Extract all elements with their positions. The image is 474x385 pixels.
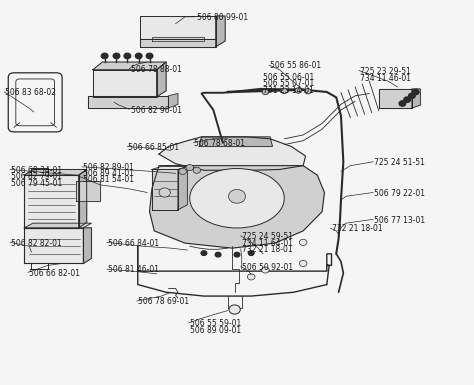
Polygon shape: [159, 137, 306, 170]
Circle shape: [409, 93, 415, 99]
Polygon shape: [168, 94, 178, 108]
Text: 506 78 68-01: 506 78 68-01: [194, 139, 246, 148]
Polygon shape: [83, 228, 91, 263]
Polygon shape: [412, 89, 420, 108]
Text: 506 55 59-01: 506 55 59-01: [190, 319, 241, 328]
Text: 506 82 79-01: 506 82 79-01: [11, 172, 62, 181]
Text: 725 24 59-51: 725 24 59-51: [242, 232, 293, 241]
Circle shape: [201, 251, 207, 255]
Circle shape: [215, 252, 221, 257]
Text: 725 24 51-51: 725 24 51-51: [374, 158, 425, 167]
Circle shape: [179, 168, 186, 174]
Circle shape: [113, 53, 120, 59]
Text: 506 81 46-01: 506 81 46-01: [109, 266, 159, 275]
Circle shape: [228, 189, 246, 203]
Text: 506 66 82-01: 506 66 82-01: [29, 269, 80, 278]
Polygon shape: [152, 37, 204, 41]
Text: 506 81 54-01: 506 81 54-01: [83, 175, 135, 184]
Circle shape: [101, 53, 108, 59]
Polygon shape: [140, 39, 216, 47]
Polygon shape: [24, 223, 91, 228]
Text: 506 66 84-01: 506 66 84-01: [109, 239, 160, 248]
Circle shape: [234, 252, 240, 257]
Text: 506 89 09-01: 506 89 09-01: [190, 326, 241, 335]
Text: 732 21 18-01: 732 21 18-01: [331, 224, 382, 233]
Polygon shape: [199, 137, 273, 146]
Polygon shape: [152, 169, 178, 210]
Circle shape: [229, 305, 240, 314]
Polygon shape: [79, 169, 87, 228]
Polygon shape: [216, 16, 225, 47]
Text: 506 68 34-01: 506 68 34-01: [11, 166, 62, 175]
Circle shape: [159, 188, 170, 197]
Text: 506 82 82-01: 506 82 82-01: [11, 239, 62, 248]
Polygon shape: [88, 96, 168, 108]
Polygon shape: [379, 89, 412, 108]
Circle shape: [186, 164, 193, 171]
Text: 506 55 07-01: 506 55 07-01: [263, 79, 314, 89]
Text: 506 78 69-01: 506 78 69-01: [138, 297, 189, 306]
Text: 506 89 41-01: 506 89 41-01: [83, 169, 135, 178]
Text: 734 11 64-01: 734 11 64-01: [242, 239, 293, 248]
Text: 506 77 13-01: 506 77 13-01: [374, 216, 425, 224]
Polygon shape: [24, 175, 79, 228]
Circle shape: [412, 89, 419, 95]
Text: 506 66 85-01: 506 66 85-01: [128, 143, 180, 152]
Text: 506 78 88-01: 506 78 88-01: [131, 65, 182, 74]
Polygon shape: [156, 62, 166, 97]
Circle shape: [404, 97, 410, 102]
Circle shape: [193, 167, 201, 173]
Circle shape: [399, 101, 406, 106]
Text: 506 55 06-01: 506 55 06-01: [263, 73, 314, 82]
Text: 506 55 86-01: 506 55 86-01: [270, 62, 321, 70]
Polygon shape: [178, 166, 187, 210]
Polygon shape: [24, 169, 87, 175]
Polygon shape: [140, 16, 216, 39]
Text: 506 83 68-02: 506 83 68-02: [5, 88, 56, 97]
Circle shape: [146, 53, 153, 59]
Circle shape: [136, 53, 142, 59]
Text: 506 80 99-01: 506 80 99-01: [197, 13, 248, 22]
Text: 732 21 18-01: 732 21 18-01: [242, 245, 292, 254]
Text: 506 82 96-01: 506 82 96-01: [131, 105, 182, 114]
Polygon shape: [76, 181, 100, 201]
Text: 506 79 45-01: 506 79 45-01: [11, 179, 63, 188]
Circle shape: [305, 89, 311, 94]
Circle shape: [281, 88, 288, 94]
Circle shape: [124, 53, 131, 59]
Polygon shape: [150, 166, 324, 248]
Circle shape: [262, 89, 269, 95]
Text: 506 82 89-01: 506 82 89-01: [83, 163, 134, 172]
Polygon shape: [93, 62, 166, 70]
Text: 506 79 22-01: 506 79 22-01: [374, 189, 425, 198]
Polygon shape: [24, 228, 83, 263]
Polygon shape: [93, 70, 156, 97]
Text: 506 50 92-01: 506 50 92-01: [242, 263, 293, 272]
Circle shape: [247, 274, 255, 280]
Circle shape: [295, 88, 302, 93]
Polygon shape: [152, 166, 187, 169]
Circle shape: [262, 267, 269, 273]
Circle shape: [300, 260, 307, 266]
Circle shape: [248, 251, 254, 255]
Text: 731 23 14-01: 731 23 14-01: [263, 86, 314, 95]
Circle shape: [300, 239, 307, 246]
Text: 725 23 29-51: 725 23 29-51: [360, 67, 411, 76]
Ellipse shape: [190, 169, 284, 228]
Text: 734 11 46-01: 734 11 46-01: [360, 74, 411, 83]
